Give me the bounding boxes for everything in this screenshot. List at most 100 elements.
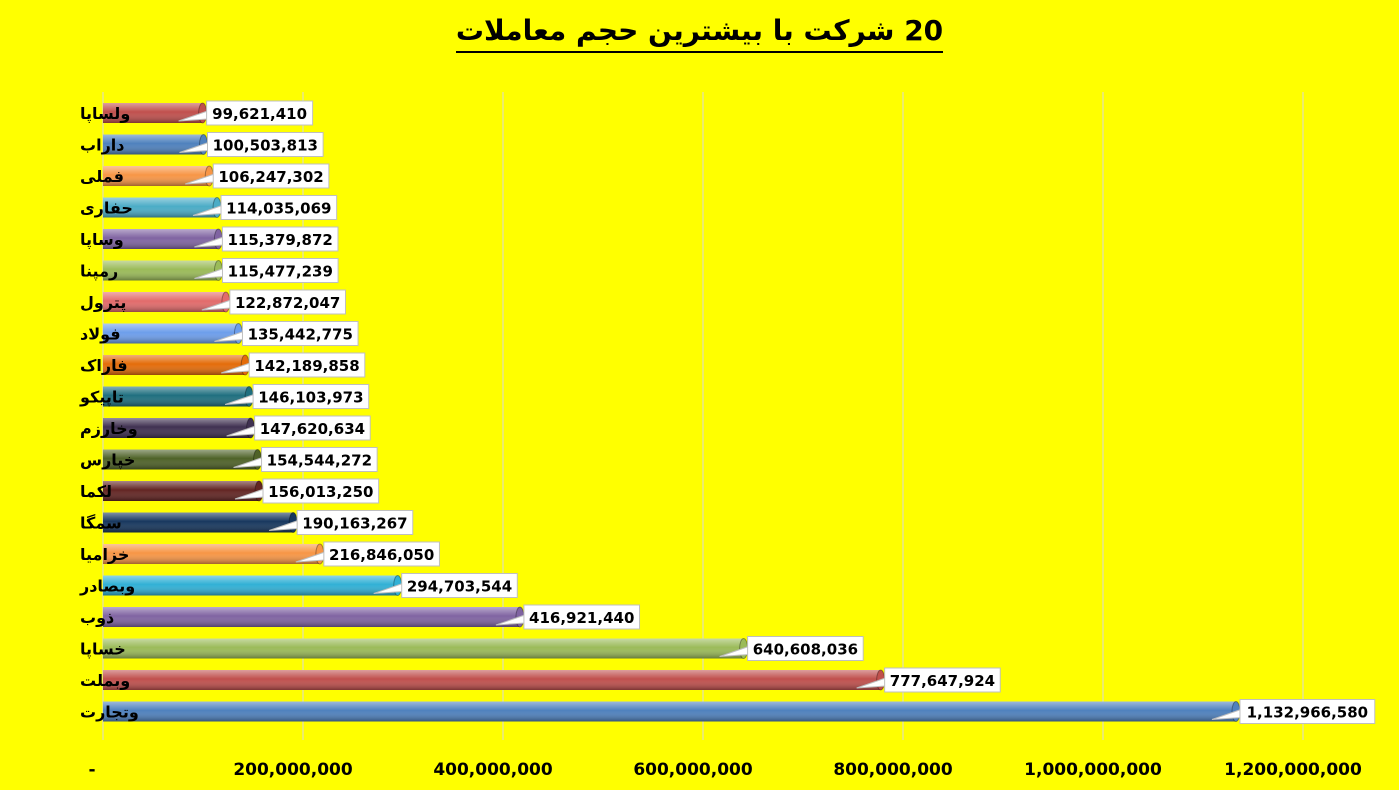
value-label: 190,163,267 — [302, 515, 407, 533]
bar-shade — [103, 607, 520, 627]
callout-box — [229, 289, 346, 315]
category-label: وساپا — [80, 230, 124, 250]
bar — [103, 701, 1241, 722]
category-label: پترول — [80, 293, 126, 313]
bar-shade — [103, 670, 881, 690]
category-label: ذوب — [80, 608, 114, 627]
bar — [103, 354, 250, 376]
data-label: 100,503,813 — [179, 132, 324, 157]
value-label: 156,013,250 — [268, 483, 373, 501]
category-label: خساپا — [80, 640, 126, 660]
grid — [102, 92, 1304, 740]
bar — [103, 606, 525, 628]
bar-shade — [103, 544, 320, 564]
bar — [103, 260, 223, 281]
callout-box — [220, 195, 338, 220]
x-tick-label: 1,000,000,000 — [1024, 760, 1162, 780]
x-tick-label: 200,000,000 — [233, 760, 353, 780]
callout-box — [884, 667, 1001, 693]
x-axis-ticks: - 200,000,000 400,000,000 600,000,000 800,00… — [88, 760, 1362, 780]
value-label: 115,379,872 — [228, 231, 333, 249]
bar — [103, 102, 208, 124]
category-label: فاراک — [80, 356, 128, 375]
callout-box — [221, 226, 339, 252]
value-label: 154,544,272 — [267, 452, 372, 470]
data-label: 777,647,924 — [856, 667, 1001, 693]
value-labels: 99,621,410 100,503,813 106,247,302 114,035,… — [178, 100, 1376, 724]
x-tick-label: 800,000,000 — [833, 760, 953, 780]
bar — [103, 669, 886, 691]
value-label: 1,132,966,580 — [1247, 704, 1368, 722]
chart-title: 20 شرکت با بیشترین حجم معاملات — [0, 14, 1399, 53]
bar — [103, 638, 749, 659]
value-label: 640,608,036 — [753, 641, 858, 659]
bar — [103, 575, 403, 596]
bar-shade — [103, 701, 1236, 722]
value-label: 100,503,813 — [213, 137, 318, 155]
category-label: داراب — [80, 136, 124, 155]
data-label: 154,544,272 — [233, 447, 378, 472]
data-label: 99,621,410 — [178, 100, 314, 126]
data-label: 115,379,872 — [194, 226, 339, 252]
data-label: 147,620,634 — [226, 415, 371, 441]
bar-shade — [103, 481, 260, 501]
data-label: 122,872,047 — [201, 289, 346, 315]
data-label: 114,035,069 — [192, 195, 338, 220]
category-label: وبصادر — [79, 577, 135, 596]
bar-shade — [103, 292, 226, 312]
category-label: وبملت — [80, 671, 130, 690]
bar-shade — [103, 134, 204, 155]
value-label: 777,647,924 — [890, 672, 995, 690]
bar-shade — [103, 355, 246, 375]
data-label: 142,189,858 — [221, 352, 366, 378]
data-label: 190,163,267 — [269, 510, 414, 535]
data-label: 156,013,250 — [234, 478, 380, 504]
category-label: سمگا — [80, 514, 122, 533]
callout-box — [323, 541, 440, 567]
value-label: 216,846,050 — [329, 546, 434, 564]
bar — [103, 512, 298, 533]
callout-box — [212, 163, 330, 189]
category-label: حفاری — [80, 199, 133, 218]
bar — [103, 323, 243, 344]
bar-shade — [103, 103, 203, 123]
callout-box — [261, 447, 378, 472]
value-label: 146,103,973 — [258, 389, 363, 407]
data-label: 135,442,775 — [214, 321, 359, 346]
bar-shade — [103, 418, 251, 438]
category-label: فملی — [80, 167, 124, 186]
data-label: 106,247,302 — [185, 163, 330, 189]
value-label: 99,621,410 — [212, 105, 307, 123]
x-tick-label: 1,200,000,000 — [1224, 760, 1362, 780]
callout-box — [296, 510, 414, 535]
bar-shade — [103, 197, 218, 218]
bar-shade — [103, 229, 219, 249]
callout-box — [207, 132, 324, 157]
category-label: وخارزم — [80, 419, 138, 438]
data-label: 416,921,440 — [495, 604, 641, 630]
bar — [103, 417, 256, 439]
data-label: 216,846,050 — [295, 541, 440, 567]
value-label: 114,035,069 — [226, 200, 331, 218]
category-label: رمپنا — [80, 262, 118, 282]
category-label: لکما — [80, 482, 112, 501]
callout-box — [254, 415, 371, 441]
value-label: 147,620,634 — [260, 420, 365, 438]
category-label: فولاد — [80, 325, 121, 344]
callout-box — [206, 100, 314, 126]
data-label: 640,608,036 — [719, 636, 864, 661]
callout-box — [1239, 699, 1376, 724]
data-label: 115,477,239 — [194, 258, 339, 283]
bars — [103, 102, 1241, 722]
data-label: 1,132,966,580 — [1211, 699, 1376, 724]
data-label: 146,103,973 — [224, 384, 370, 409]
callout-box — [221, 258, 339, 283]
bar-shade — [103, 386, 250, 407]
bar — [103, 228, 223, 250]
value-label: 106,247,302 — [218, 168, 323, 186]
category-label: وتجارت — [80, 703, 139, 722]
category-label: ولساپا — [80, 104, 130, 124]
category-label: خپارس — [80, 451, 135, 471]
callout-box — [747, 636, 864, 661]
